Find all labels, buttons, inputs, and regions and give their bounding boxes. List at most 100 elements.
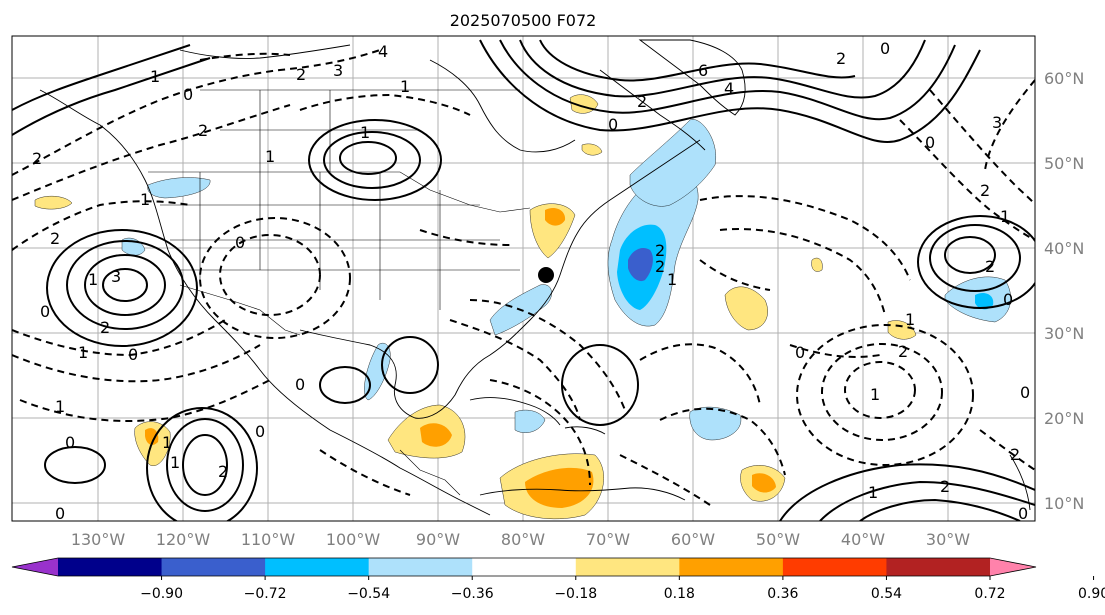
arctic-islands: [179, 44, 351, 59]
map-title: 2025070500 F072: [450, 11, 597, 30]
hudson-bay: [429, 59, 576, 153]
contour-label: 0: [880, 39, 890, 58]
lat-label: 60°N: [1044, 69, 1084, 88]
neg-shade-bahamas: [514, 409, 546, 433]
lon-label: 120°W: [156, 530, 211, 549]
contour-label: 2: [32, 149, 42, 168]
lat-label: 20°N: [1044, 409, 1084, 428]
colorbar-segment: [161, 558, 266, 576]
colorbar-tick-label: 0.72: [974, 586, 1005, 602]
pos-shade-colombia-mid: [525, 467, 594, 508]
contour-label: 0: [235, 233, 245, 252]
contour-label: 1: [1000, 207, 1010, 226]
pos-shade-central-atl: [724, 286, 768, 331]
contour-label: 2: [655, 257, 665, 276]
lon-label: 30°W: [926, 530, 970, 549]
pos-shade-canada-e: [581, 143, 603, 156]
pos-shade-south-atl-mid: [752, 473, 776, 493]
greenland: [638, 39, 746, 116]
neg-shade-east-atl-mid: [975, 293, 994, 310]
lat-label: 40°N: [1044, 239, 1084, 258]
lon-label: 80°W: [501, 530, 545, 549]
contour-label: 2: [980, 181, 990, 200]
pos-shade-pacific-nw: [34, 196, 73, 210]
contour-label: 2: [985, 257, 995, 276]
cuba: [469, 397, 561, 426]
colorbar-tick-label: −0.72: [244, 586, 287, 602]
colorbar-segment: [58, 558, 163, 576]
contour-label: 2: [836, 49, 846, 68]
contour-label: 0: [65, 433, 75, 452]
contour-label: 2: [637, 92, 647, 111]
colorbar-tick-label: −0.18: [554, 586, 597, 602]
colorbar-tick-label: −0.90: [140, 586, 183, 602]
colorbar-segment: [472, 558, 577, 576]
contour-label: 1: [265, 147, 275, 166]
colorbar-tick-label: 0.90: [1078, 586, 1105, 602]
contour-label: 0: [1020, 383, 1030, 402]
contour-label: 1: [667, 270, 677, 289]
colorbar-segment: [886, 558, 991, 576]
pos-shade-azores: [887, 320, 917, 340]
positive-contours: [12, 39, 1035, 521]
pos-shade-cuba-yucatan-mid: [420, 423, 452, 447]
contour-label: 1: [150, 67, 160, 86]
contour-label: 1: [55, 397, 65, 416]
africa-bulge: [1009, 454, 1031, 511]
colorbar-outline: [11, 557, 1037, 577]
contour-label: 2: [655, 241, 665, 260]
contour-label: 6: [698, 61, 708, 80]
labrador: [599, 69, 706, 151]
colorbar-tick-label: 0.54: [871, 586, 902, 602]
colorbar: −0.90 −0.72 −0.54 −0.36 −0.18 0.18 0.36 0.54 0.7…: [11, 557, 1105, 602]
lat-label: 10°N: [1044, 494, 1084, 513]
contour-label: 3: [111, 267, 121, 286]
contour-label: 0: [128, 345, 138, 364]
neg-shade-atlantic-dark: [628, 248, 653, 282]
contour-label: 0: [795, 343, 805, 362]
contour-label: 1: [870, 385, 880, 404]
lon-label: 60°W: [671, 530, 715, 549]
contour-label: 3: [333, 61, 343, 80]
colorbar-segment: [679, 558, 784, 576]
contour-label: 0: [40, 302, 50, 321]
map-area: 4 3 2 1 0 1 2 6 4 2 0 2 1 2 1 0 0 1 2 1 …: [12, 36, 1035, 523]
colorbar-segment: [265, 558, 370, 576]
contour-label: 0: [295, 375, 305, 394]
contour-label: 2: [100, 318, 110, 337]
colorbar-segment: [575, 558, 680, 576]
contour-label: 4: [378, 42, 388, 61]
lat-label: 50°N: [1044, 154, 1084, 173]
contour-label: 2: [50, 229, 60, 248]
contour-labels: 4 3 2 1 0 1 2 6 4 2 0 2 1 2 1 0 0 1 2 1 …: [32, 39, 1030, 523]
lon-label: 40°W: [841, 530, 885, 549]
contour-label: 4: [724, 79, 734, 98]
colorbar-extend-max: [990, 558, 1036, 576]
lat-label: 30°N: [1044, 324, 1084, 343]
hispaniola: [564, 426, 606, 435]
latitude-labels: 60°N 50°N 40°N 30°N 20°N 10°N: [1044, 69, 1084, 513]
colorbar-extend-min: [12, 558, 58, 576]
colorbar-tick-label: −0.36: [451, 586, 494, 602]
colorbar-segment: [368, 558, 473, 576]
contour-label: 3: [992, 113, 1002, 132]
contour-label: 0: [255, 422, 265, 441]
colorbar-tick-label: 0.36: [767, 586, 798, 602]
contour-label: 1: [868, 483, 878, 502]
contour-label: 1: [140, 190, 150, 209]
contour-label: 0: [925, 133, 935, 152]
contour-label: 1: [88, 270, 98, 289]
colorbar-tick-label: 0.18: [664, 586, 695, 602]
contour-label: 1: [400, 77, 410, 96]
contour-label: 0: [183, 85, 193, 104]
contour-label: 2: [198, 121, 208, 140]
pos-shade-pacific-s-mid: [145, 428, 159, 445]
lon-label: 50°W: [756, 530, 800, 549]
neg-shade-labrador: [629, 119, 716, 207]
contour-label: 0: [55, 504, 65, 523]
lon-label: 90°W: [416, 530, 460, 549]
contour-label: 1: [170, 453, 180, 472]
pos-shade-small: [811, 257, 823, 272]
contour-label: 1: [360, 123, 370, 142]
